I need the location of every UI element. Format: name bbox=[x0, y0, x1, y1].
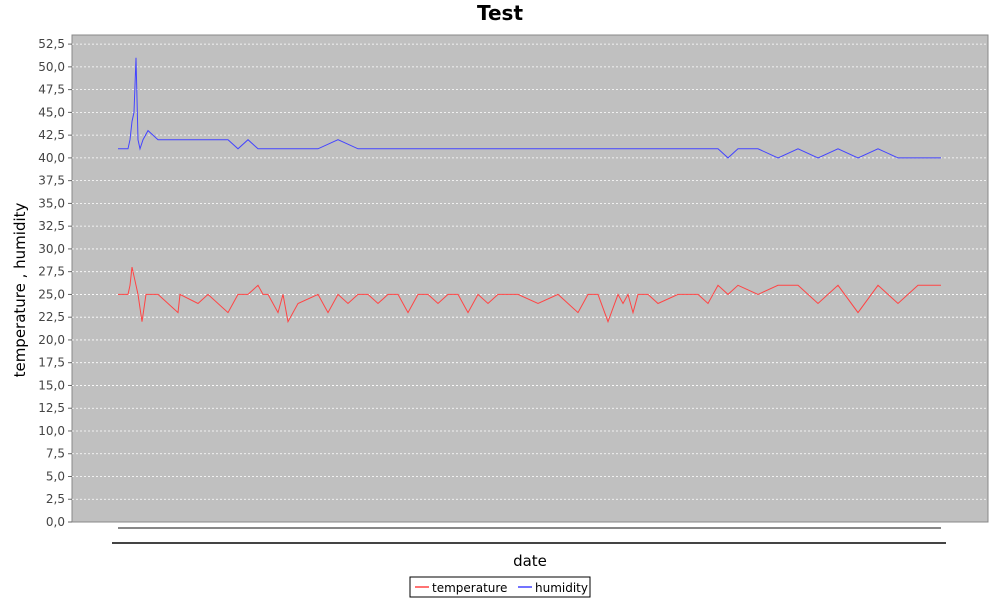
y-tick-label: 20,0 bbox=[38, 333, 65, 347]
y-tick-label: 35,0 bbox=[38, 196, 65, 210]
y-tick-label: 22,5 bbox=[38, 310, 65, 324]
y-tick-label: 7,5 bbox=[46, 447, 65, 461]
y-tick-label: 10,0 bbox=[38, 424, 65, 438]
gridlines bbox=[72, 43, 988, 500]
y-tick-label: 32,5 bbox=[38, 219, 65, 233]
chart-title: Test bbox=[477, 1, 523, 25]
y-tick-label: 12,5 bbox=[38, 401, 65, 415]
series-lines bbox=[118, 57, 941, 324]
legend-humidity-label: humidity bbox=[535, 581, 588, 595]
y-tick-label: 2,5 bbox=[46, 492, 65, 506]
y-tick-label: 27,5 bbox=[38, 265, 65, 279]
y-tick-label: 17,5 bbox=[38, 356, 65, 370]
y-tick-label: 42,5 bbox=[38, 128, 65, 142]
series-line-temperature bbox=[118, 266, 941, 324]
y-tick-label: 25,0 bbox=[38, 287, 65, 301]
y-tick-label: 37,5 bbox=[38, 174, 65, 188]
y-tick-label: 47,5 bbox=[38, 83, 65, 97]
legend-temperature-label: temperature bbox=[432, 581, 507, 595]
legend: temperature humidity bbox=[409, 576, 591, 598]
y-axis-label: temperature , humidity bbox=[11, 202, 29, 377]
plot-area bbox=[71, 34, 989, 523]
y-axis-ticks: 0,0 2,5 5,0 7,5 10,0 12,5 15,0 17,5 20,0 22,5 25,0… bbox=[38, 37, 72, 529]
series-line-humidity bbox=[118, 57, 941, 159]
y-tick-label: 0,0 bbox=[46, 515, 65, 529]
legend-box bbox=[409, 576, 591, 598]
y-tick-label: 15,0 bbox=[38, 378, 65, 392]
y-tick-label: 30,0 bbox=[38, 242, 65, 256]
y-tick-label: 40,0 bbox=[38, 151, 65, 165]
x-axis-label: date bbox=[513, 552, 547, 570]
y-tick-label: 50,0 bbox=[38, 60, 65, 74]
y-tick-label: 52,5 bbox=[38, 37, 65, 51]
y-tick-label: 45,0 bbox=[38, 105, 65, 119]
y-tick-label: 5,0 bbox=[46, 469, 65, 483]
